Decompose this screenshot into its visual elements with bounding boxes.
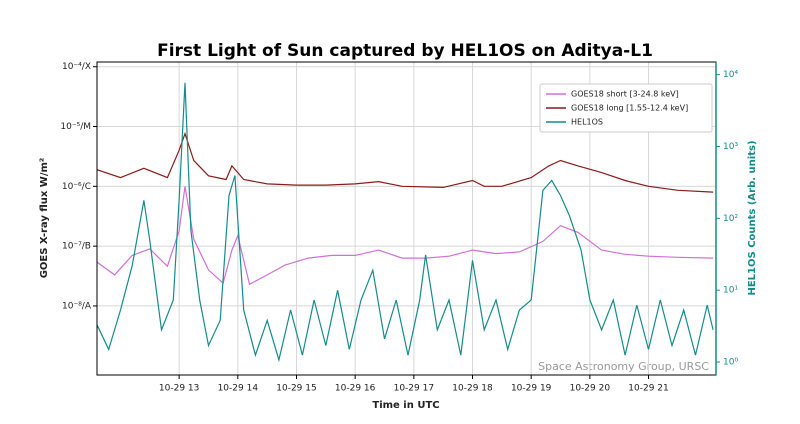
x-tick-label: 10-29 20 [570, 384, 611, 394]
series-line [97, 186, 714, 286]
y2-tick-label: 10⁰ [723, 358, 738, 368]
y2-tick-label: 10¹ [723, 286, 738, 296]
y-tick-label: 10⁻⁵/M [60, 122, 91, 132]
watermark: Space Astronomy Group, URSC [538, 360, 709, 373]
x-tick-label: 10-29 18 [452, 384, 493, 394]
x-tick-label: 10-29 13 [159, 384, 199, 394]
legend-label: HEL1OS [571, 118, 603, 127]
series-line [97, 82, 714, 363]
legend-label: GOES18 long [1.55-12.4 keV] [571, 104, 688, 113]
chart-title: First Light of Sun captured by HEL1OS on… [157, 41, 653, 61]
x-axis-label: Time in UTC [372, 400, 439, 411]
legend-label: GOES18 short [3-24.8 keV] [571, 90, 679, 99]
y-tick-label: 10⁻⁸/A [62, 301, 92, 311]
x-tick-label: 10-29 21 [628, 384, 668, 394]
y-tick-label: 10⁻⁷/B [62, 242, 91, 252]
legend-box [539, 83, 713, 133]
x-tick-label: 10-29 17 [394, 384, 434, 394]
x-tick-label: 10-29 16 [335, 384, 376, 394]
y-axis-label: GOES X-ray flux W/m² [39, 158, 50, 279]
y-tick-label: 10⁻⁶/C [62, 182, 91, 192]
y2-axis-label: HEL1OS Counts (Arb. units) [747, 140, 758, 295]
y2-tick-label: 10⁴ [723, 70, 738, 80]
x-tick-label: 10-29 14 [218, 384, 259, 394]
y2-tick-label: 10³ [723, 142, 738, 152]
series-line [97, 131, 714, 193]
x-tick-label: 10-29 19 [511, 384, 552, 394]
x-tick-label: 10-29 15 [276, 384, 316, 394]
y2-tick-label: 10² [723, 214, 738, 224]
y-tick-label: 10⁻⁴/X [62, 62, 91, 72]
